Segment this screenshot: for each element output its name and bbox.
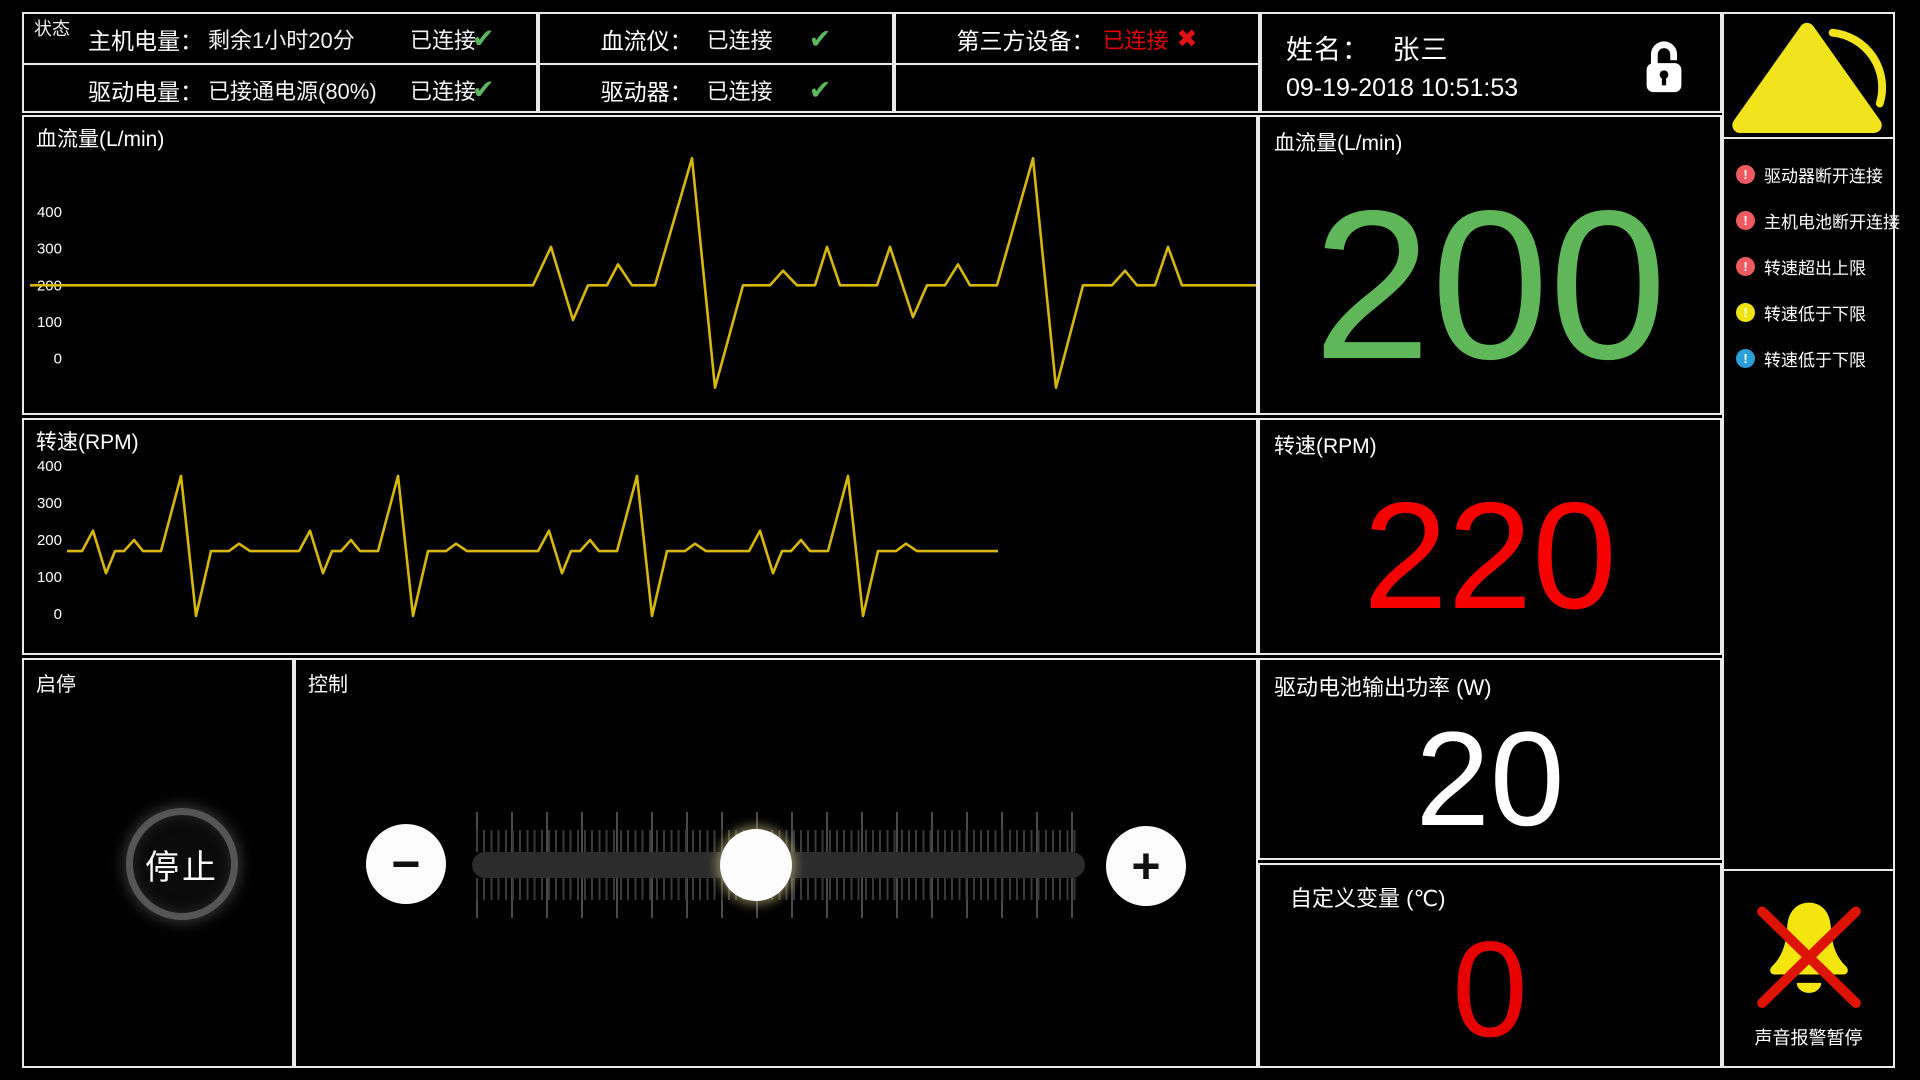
svg-text:0: 0 bbox=[54, 351, 62, 368]
lock-icon[interactable] bbox=[1642, 38, 1686, 96]
alarm-text: 转速低于下限 bbox=[1764, 350, 1866, 370]
driver-check-icon: ✔ bbox=[808, 74, 832, 105]
svg-text:300: 300 bbox=[37, 241, 62, 258]
drive-battery-conn: 已连接 bbox=[410, 79, 477, 104]
slider-thumb[interactable] bbox=[719, 829, 792, 901]
host-battery-value: 剩余1小时20分 bbox=[208, 28, 355, 53]
host-battery-label: 主机电量： bbox=[88, 28, 203, 54]
alarm-mute-cell[interactable]: 声音报警暂停 bbox=[1724, 869, 1893, 1066]
third-party-row: 第三方设备： 已连接 ✖ bbox=[896, 14, 1258, 64]
alarm-severity-icon: ! bbox=[1736, 164, 1755, 184]
alarm-list: ! 驱动器断开连接! 主机电池断开连接! 转速超出上限! 转速低于下限! 转速低于下限 bbox=[1736, 164, 1900, 394]
svg-text:100: 100 bbox=[37, 569, 62, 586]
divider bbox=[24, 63, 536, 65]
alarm-text: 驱动器断开连接 bbox=[1764, 166, 1883, 186]
flow-chart-panel: 血流量(L/min) 400 300 200 100 0 bbox=[22, 115, 1258, 415]
status-group-label: 状态 bbox=[34, 19, 70, 39]
alarm-severity-icon: ! bbox=[1736, 348, 1755, 368]
driver-label: 驱动器： bbox=[600, 79, 693, 105]
custom-readout-label: 自定义变量 (℃) bbox=[1290, 886, 1446, 911]
flow-readout-panel: 血流量(L/min) 200 bbox=[1258, 115, 1722, 415]
svg-text:400: 400 bbox=[37, 458, 62, 475]
svg-text:0: 0 bbox=[54, 606, 62, 623]
stop-button[interactable]: 停止 bbox=[126, 808, 238, 920]
rpm-readout-panel: 转速(RPM) 220 bbox=[1258, 418, 1722, 655]
patient-name: 张三 bbox=[1392, 35, 1449, 65]
alarm-item: ! 转速低于下限 bbox=[1736, 302, 1891, 324]
status-group-power: 状态 主机电量： 剩余1小时20分 已连接 ✔ 驱动电量： 已接通电源(80%)… bbox=[22, 12, 538, 113]
third-party-label: 第三方设备： bbox=[956, 28, 1095, 54]
divider bbox=[540, 63, 892, 65]
driver-row: 驱动器： 已连接 ✔ bbox=[540, 65, 892, 115]
patient-name-line: 姓名： 张三 bbox=[1286, 28, 1449, 67]
alarm-severity-icon: ! bbox=[1736, 302, 1755, 322]
rpm-chart-title: 转速(RPM) bbox=[36, 431, 139, 454]
rpm-chart: 400 300 200 100 0 bbox=[37, 458, 998, 623]
flow-meter-check-icon: ✔ bbox=[808, 23, 832, 54]
flow-readout-label: 血流量(L/min) bbox=[1274, 132, 1403, 155]
custom-readout-value: 0 bbox=[1452, 913, 1528, 1066]
increase-button[interactable]: + bbox=[1106, 826, 1186, 906]
rpm-readout-value: 220 bbox=[1363, 470, 1617, 641]
power-readout-label: 驱动电池输出功率 (W) bbox=[1274, 675, 1492, 700]
host-battery-conn: 已连接 bbox=[410, 28, 477, 53]
host-battery-check-icon: ✔ bbox=[472, 23, 495, 54]
alarm-sidebar: ! 驱动器断开连接! 主机电池断开连接! 转速超出上限! 转速低于下限! 转速低于下限 声… bbox=[1722, 12, 1900, 1068]
alarm-text: 转速低于下限 bbox=[1764, 304, 1866, 324]
alarm-triangle-cell bbox=[1724, 14, 1893, 139]
warning-triangle-icon bbox=[1731, 22, 1886, 133]
startstop-panel: 启停 停止 bbox=[22, 658, 294, 1068]
host-battery-row: 主机电量： 剩余1小时20分 已连接 ✔ bbox=[24, 14, 536, 64]
alarm-item: ! 驱动器断开连接 bbox=[1736, 164, 1891, 186]
svg-text:100: 100 bbox=[37, 314, 62, 331]
drive-battery-check-icon: ✔ bbox=[472, 74, 495, 105]
control-label: 控制 bbox=[308, 674, 348, 696]
divider bbox=[896, 63, 1258, 65]
status-group-devices: 血流仪： 已连接 ✔ 驱动器： 已连接 ✔ bbox=[538, 12, 894, 113]
alarm-item: ! 主机电池断开连接 bbox=[1736, 210, 1900, 232]
alarm-severity-icon: ! bbox=[1736, 256, 1755, 276]
svg-text:200: 200 bbox=[37, 532, 62, 549]
alarm-text: 主机电池断开连接 bbox=[1764, 212, 1900, 232]
patient-name-label: 姓名： bbox=[1286, 35, 1370, 65]
drive-battery-label: 驱动电量： bbox=[88, 79, 203, 105]
flow-chart-title: 血流量(L/min) bbox=[36, 128, 165, 151]
bell-muted-icon[interactable] bbox=[1753, 897, 1865, 1013]
alarm-severity-icon: ! bbox=[1736, 210, 1755, 230]
drive-battery-value: 已接通电源(80%) bbox=[208, 79, 377, 104]
startstop-label: 启停 bbox=[36, 674, 76, 696]
power-readout-panel: 驱动电池输出功率 (W) 20 bbox=[1258, 658, 1722, 860]
flow-meter-row: 血流仪： 已连接 ✔ bbox=[540, 14, 892, 64]
datetime: 09-19-2018 10:51:53 bbox=[1286, 74, 1519, 102]
rpm-chart-panel: 转速(RPM) 400 300 200 100 0 bbox=[22, 418, 1258, 655]
driver-conn: 已连接 bbox=[706, 79, 773, 104]
svg-text:400: 400 bbox=[37, 204, 62, 221]
alarm-item: ! 转速低于下限 bbox=[1736, 348, 1891, 370]
rpm-readout-label: 转速(RPM) bbox=[1274, 435, 1377, 458]
status-group-thirdparty: 第三方设备： 已连接 ✖ bbox=[894, 12, 1260, 113]
patient-panel: 姓名： 张三 09-19-2018 10:51:53 bbox=[1260, 12, 1722, 113]
alarm-mute-label: 声音报警暂停 bbox=[1754, 1028, 1863, 1048]
alarm-text: 转速超出上限 bbox=[1764, 258, 1866, 278]
alarm-item: ! 转速超出上限 bbox=[1736, 256, 1891, 278]
flow-readout-value: 200 bbox=[1313, 166, 1667, 404]
svg-text:300: 300 bbox=[37, 495, 62, 512]
flow-meter-conn: 已连接 bbox=[706, 28, 773, 53]
flow-meter-label: 血流仪： bbox=[600, 28, 693, 54]
third-party-conn: 已连接 bbox=[1102, 28, 1169, 53]
drive-battery-row: 驱动电量： 已接通电源(80%) 已连接 ✔ bbox=[24, 65, 536, 115]
control-panel: 控制 − + bbox=[294, 658, 1258, 1068]
decrease-button[interactable]: − bbox=[366, 824, 446, 904]
custom-readout-panel: 自定义变量 (℃) 0 bbox=[1258, 863, 1722, 1068]
third-party-cross-icon: ✖ bbox=[1176, 25, 1198, 53]
power-readout-value: 20 bbox=[1415, 705, 1565, 855]
